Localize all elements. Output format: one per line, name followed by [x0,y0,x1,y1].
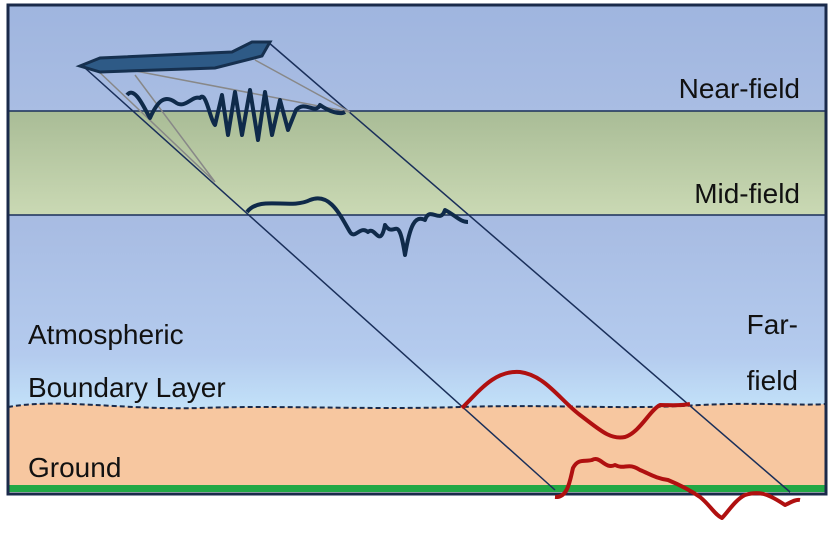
far-field-label: field [747,365,798,396]
near-field-label: Near-field [679,73,800,104]
boundary-layer-label: Atmospheric [28,319,184,350]
ground-label: Ground [28,452,121,483]
boundary-layer-label: Boundary Layer [28,372,226,403]
sonic-boom-diagram: Near-field Mid-field Far- field Atmosphe… [0,0,828,543]
mid-field-label: Mid-field [694,178,800,209]
far-field-label: Far- [747,309,798,340]
